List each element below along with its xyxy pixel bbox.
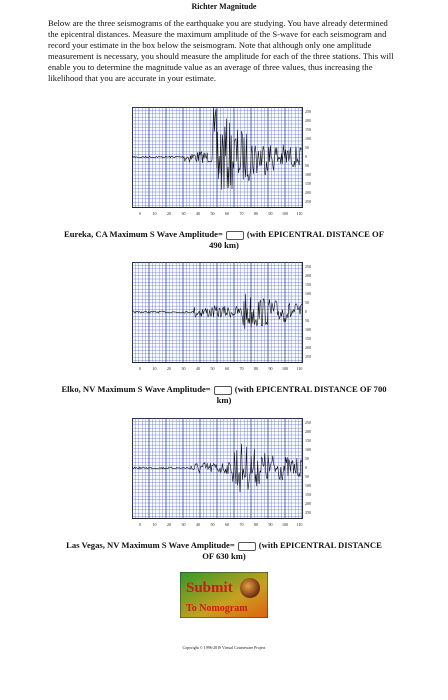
y-axis-label: 100	[305, 327, 311, 332]
station-caption: Las Vegas, NV Maximum S Wave Amplitude=(…	[60, 540, 388, 562]
x-axis-label: 100	[282, 211, 288, 216]
x-axis-label: 60	[225, 366, 229, 371]
x-axis-label: 0	[139, 366, 141, 371]
station-label: Las Vegas, NV Maximum S Wave Amplitude=	[66, 540, 235, 550]
x-axis-label: 30	[182, 522, 186, 527]
x-axis-label: 70	[240, 211, 244, 216]
x-axis-label: 20	[167, 211, 171, 216]
y-axis-label: 250	[305, 109, 311, 114]
station-caption: Eureka, CA Maximum S Wave Amplitude= (wit…	[60, 229, 388, 251]
y-axis-label: 100	[305, 447, 311, 452]
copyright: Copyright © 1996-2019 Virtual Courseware…	[182, 645, 266, 650]
x-axis-label: 30	[182, 211, 186, 216]
y-axis-label: 50	[305, 145, 309, 150]
y-axis-label: 0	[305, 309, 307, 314]
x-axis-label: 10	[153, 366, 157, 371]
x-axis-label: 10	[153, 522, 157, 527]
station-label: Elko, NV Maximum S Wave Amplitude=	[61, 384, 211, 394]
x-axis-label: 100	[282, 366, 288, 371]
x-axis-label: 40	[196, 522, 200, 527]
y-axis-label: 100	[305, 172, 311, 177]
x-axis-label: 80	[254, 522, 258, 527]
y-axis-label: 100	[305, 291, 311, 296]
x-axis-label: 20	[167, 522, 171, 527]
y-axis-label: 200	[305, 273, 311, 278]
x-axis-label: 0	[139, 522, 141, 527]
y-axis-label: 150	[305, 336, 311, 341]
y-axis-label: 200	[305, 118, 311, 123]
y-axis-label: 50	[305, 456, 309, 461]
x-axis-label: 90	[269, 522, 273, 527]
y-axis-label: 50	[305, 163, 309, 168]
y-axis-label: 200	[305, 345, 311, 350]
x-axis-label: 110	[297, 522, 303, 527]
x-axis-label: 40	[196, 211, 200, 216]
submit-button[interactable]: Submit To Nomogram	[180, 572, 268, 618]
y-axis-label: 250	[305, 354, 311, 359]
x-axis-label: 90	[269, 366, 273, 371]
y-axis-label: 0	[305, 154, 307, 159]
y-axis-label: 150	[305, 181, 311, 186]
y-axis-label: 250	[305, 510, 311, 515]
y-axis-label: 100	[305, 136, 311, 141]
epicentral-distance: (with EPICENTRAL DISTANCE OF 700 km)	[216, 384, 387, 405]
x-axis-label: 30	[182, 366, 186, 371]
waveform	[132, 293, 302, 329]
y-axis-label: 50	[305, 300, 309, 305]
x-axis-label: 70	[240, 366, 244, 371]
y-axis-label: 150	[305, 438, 311, 443]
x-axis-label: 110	[297, 366, 303, 371]
station-caption: Elko, NV Maximum S Wave Amplitude= (with …	[60, 384, 388, 406]
waveform	[132, 107, 302, 190]
x-axis-label: 80	[254, 211, 258, 216]
x-axis-label: 60	[225, 522, 229, 527]
y-axis-label: 50	[305, 318, 309, 323]
x-axis-label: 110	[297, 211, 303, 216]
page-title: Richter Magnitude	[191, 2, 257, 11]
x-axis-label: 70	[240, 522, 244, 527]
y-axis-label: 150	[305, 127, 311, 132]
y-axis-label: 200	[305, 429, 311, 434]
x-axis-label: 100	[282, 522, 288, 527]
amplitude-input[interactable]	[237, 541, 256, 551]
y-axis-label: 100	[305, 483, 311, 488]
seismogram: 0 10 20 30 40 50 60 70 80 90 100 110 250 200 150 100 50 0…	[132, 262, 311, 371]
x-axis-label: 80	[254, 366, 258, 371]
epicentral-distance: (with EPICENTRAL DISTANCE OF 490 km)	[209, 229, 384, 250]
submit-label: Submit	[186, 580, 233, 596]
y-axis-label: 0	[305, 465, 307, 470]
y-axis-label: 50	[305, 474, 309, 479]
epicentral-distance: (with EPICENTRAL DISTANCE OF 630 km)	[202, 540, 382, 561]
amplitude-input[interactable]	[213, 385, 232, 395]
x-axis-label: 0	[139, 211, 141, 216]
y-axis-label: 200	[305, 501, 311, 506]
seismogram: 0 10 20 30 40 50 60 70 80 90 100 110 250 200 150 100 50 0…	[132, 418, 311, 527]
submit-label: To Nomogram	[186, 603, 248, 614]
x-axis-label: 10	[153, 211, 157, 216]
x-axis-label: 20	[167, 366, 171, 371]
y-axis-label: 150	[305, 492, 311, 497]
waveform	[132, 443, 302, 493]
y-axis-label: 200	[305, 190, 311, 195]
amplitude-input[interactable]	[225, 230, 244, 240]
instructions: Below are the three seismograms of the e…	[48, 18, 394, 83]
seismogram: 0 10 20 30 40 50 60 70 80 90 100 110 250 200 150 100 50 0…	[132, 107, 311, 216]
x-axis-label: 50	[211, 366, 215, 371]
x-axis-label: 50	[211, 211, 215, 216]
y-axis-label: 150	[305, 282, 311, 287]
x-axis-label: 90	[269, 211, 273, 216]
station-label: Eureka, CA Maximum S Wave Amplitude=	[64, 229, 223, 239]
x-axis-label: 50	[211, 522, 215, 527]
y-axis-label: 250	[305, 264, 311, 269]
y-axis-label: 250	[305, 199, 311, 204]
x-axis-label: 40	[196, 366, 200, 371]
y-axis-label: 250	[305, 420, 311, 425]
x-axis-label: 60	[225, 211, 229, 216]
